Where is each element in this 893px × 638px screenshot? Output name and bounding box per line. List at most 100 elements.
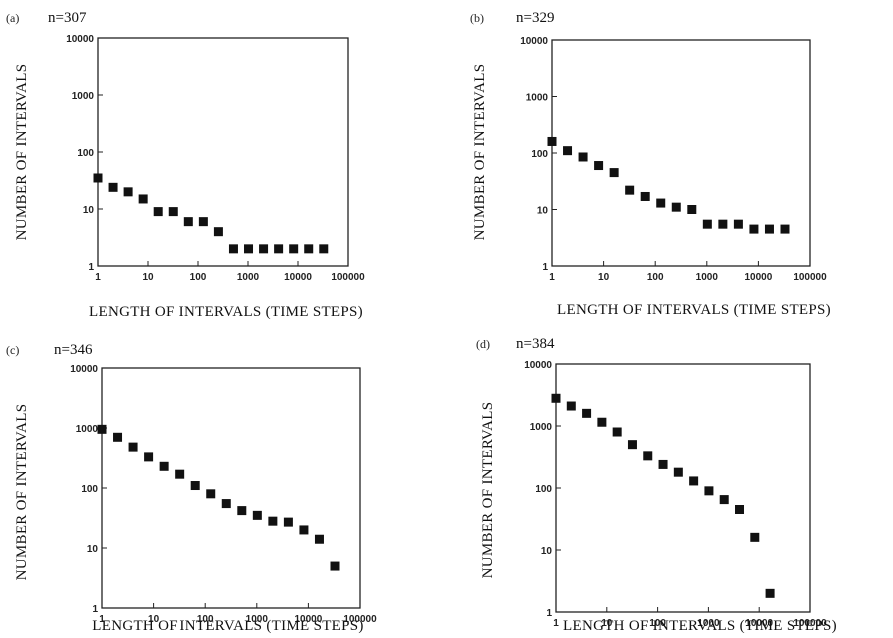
data-point [563, 146, 573, 156]
y-tick-label: 100 [531, 149, 548, 160]
y-tick-label: 1000 [76, 424, 99, 435]
plot-frame [101, 367, 361, 609]
data-point [113, 432, 123, 442]
y-tick-label: 10000 [70, 364, 98, 375]
data-point [640, 191, 650, 201]
data-point [244, 244, 254, 254]
data-point [314, 534, 324, 544]
x-tick-label: 100 [190, 272, 207, 283]
panel-label: (a) [6, 11, 19, 25]
data-point [299, 525, 309, 535]
data-point [733, 219, 743, 229]
data-point [153, 207, 163, 217]
y-tick-label: 1 [88, 262, 94, 273]
data-point [673, 467, 683, 477]
x-tick-label: 1000 [696, 272, 719, 283]
plot-frame [97, 37, 349, 267]
y-axis-title: NUMBER OF INTERVALS [14, 64, 30, 241]
chart-title: n=329 [516, 10, 554, 26]
data-point [274, 244, 284, 254]
data-point [183, 217, 193, 227]
x-tick-label: 100000 [793, 618, 827, 629]
data-point [175, 469, 185, 479]
x-tick-label: 1000 [246, 614, 269, 625]
x-tick-label: 100000 [793, 272, 827, 283]
data-point [582, 408, 592, 418]
y-tick-label: 1000 [530, 422, 553, 433]
y-axis-title: NUMBER OF INTERVALS [480, 402, 496, 579]
chart-title: n=346 [54, 342, 93, 358]
data-point [594, 161, 604, 171]
x-tick-label: 10000 [294, 614, 322, 625]
x-tick-label: 100 [197, 614, 214, 625]
data-point [609, 168, 619, 178]
chart-svg: (d) n=384 1 10 100 1000 10000 100000 1 10 100 1000 1… [476, 336, 837, 634]
y-tick-label: 10 [83, 205, 95, 216]
x-tick-label: 10 [598, 272, 610, 283]
y-tick-label: 10000 [66, 34, 94, 45]
chart-svg: (a) n=307 1 10 100 1000 10000 100000 1 10 100 1000 1… [6, 10, 365, 320]
x-axis-title: LENGTH OF INTERVALS (TIME STEPS) [563, 618, 837, 634]
chart-panel-b: (b) n=329 1 10 100 1000 10000 100000 1 10 100 1000 1… [446, 0, 892, 332]
data-point [228, 244, 238, 254]
data-point [221, 499, 231, 509]
y-tick-label: 100 [535, 484, 552, 495]
data-point [289, 244, 299, 254]
data-point [765, 588, 775, 598]
x-tick-label: 10000 [745, 618, 773, 629]
data-point [159, 461, 169, 471]
x-tick-label: 10000 [284, 272, 312, 283]
chart-panel-c: (c) n=346 1 10 100 1000 10000 100000 1 10 100 1000 1… [0, 332, 446, 638]
x-tick-label: 1 [553, 618, 559, 629]
data-point [319, 244, 329, 254]
chart-svg: (b) n=329 1 10 100 1000 10000 100000 1 10 100 1000 1… [470, 10, 831, 318]
data-point [213, 227, 223, 237]
data-point [597, 417, 607, 427]
x-tick-label: 1 [549, 272, 555, 283]
data-point [612, 427, 622, 437]
x-axis-title: LENGTH OF INTERVALS (TIME STEPS) [89, 304, 363, 320]
x-tick-label: 1 [99, 614, 105, 625]
y-tick-label: 10 [541, 546, 553, 557]
x-axis-title: LENGTH OF INTERVALS (TIME STEPS) [92, 618, 363, 634]
data-point [168, 207, 178, 217]
data-point [627, 440, 637, 450]
data-point [283, 517, 293, 527]
plot-frame [555, 363, 811, 613]
data-point [198, 217, 208, 227]
x-tick-label: 1000 [237, 272, 260, 283]
x-tick-label: 1 [95, 272, 101, 283]
x-tick-label: 10 [148, 614, 160, 625]
y-tick-label: 100 [77, 148, 94, 159]
data-point [625, 185, 635, 195]
data-point [764, 224, 774, 234]
y-tick-label: 10000 [520, 36, 548, 47]
data-point [304, 244, 314, 254]
chart-panel-d: (d) n=384 1 10 100 1000 10000 100000 1 10 100 1000 1… [446, 332, 892, 638]
x-tick-label: 100 [647, 272, 664, 283]
data-point [123, 187, 133, 197]
data-point [551, 393, 561, 403]
data-point [658, 459, 668, 469]
x-tick-label: 100000 [343, 614, 377, 625]
data-point [566, 401, 576, 411]
chart-title: n=307 [48, 10, 87, 26]
chart-panel-a: (a) n=307 1 10 100 1000 10000 100000 1 10 100 1000 1… [0, 0, 446, 332]
data-point [144, 452, 154, 462]
y-tick-label: 100 [81, 484, 98, 495]
y-tick-label: 1 [92, 604, 98, 615]
data-point [578, 152, 588, 162]
y-tick-label: 1 [542, 262, 548, 273]
y-tick-label: 1 [546, 608, 552, 619]
data-point [330, 561, 340, 571]
data-point [547, 136, 557, 146]
data-point [138, 194, 148, 204]
data-point [687, 205, 697, 214]
y-tick-label: 1000 [526, 93, 549, 104]
panel-label: (b) [470, 11, 484, 25]
data-point [190, 481, 200, 491]
data-point [719, 495, 729, 505]
y-axis-title: NUMBER OF INTERVALS [472, 64, 488, 241]
data-point [237, 506, 247, 516]
data-point [702, 219, 712, 229]
